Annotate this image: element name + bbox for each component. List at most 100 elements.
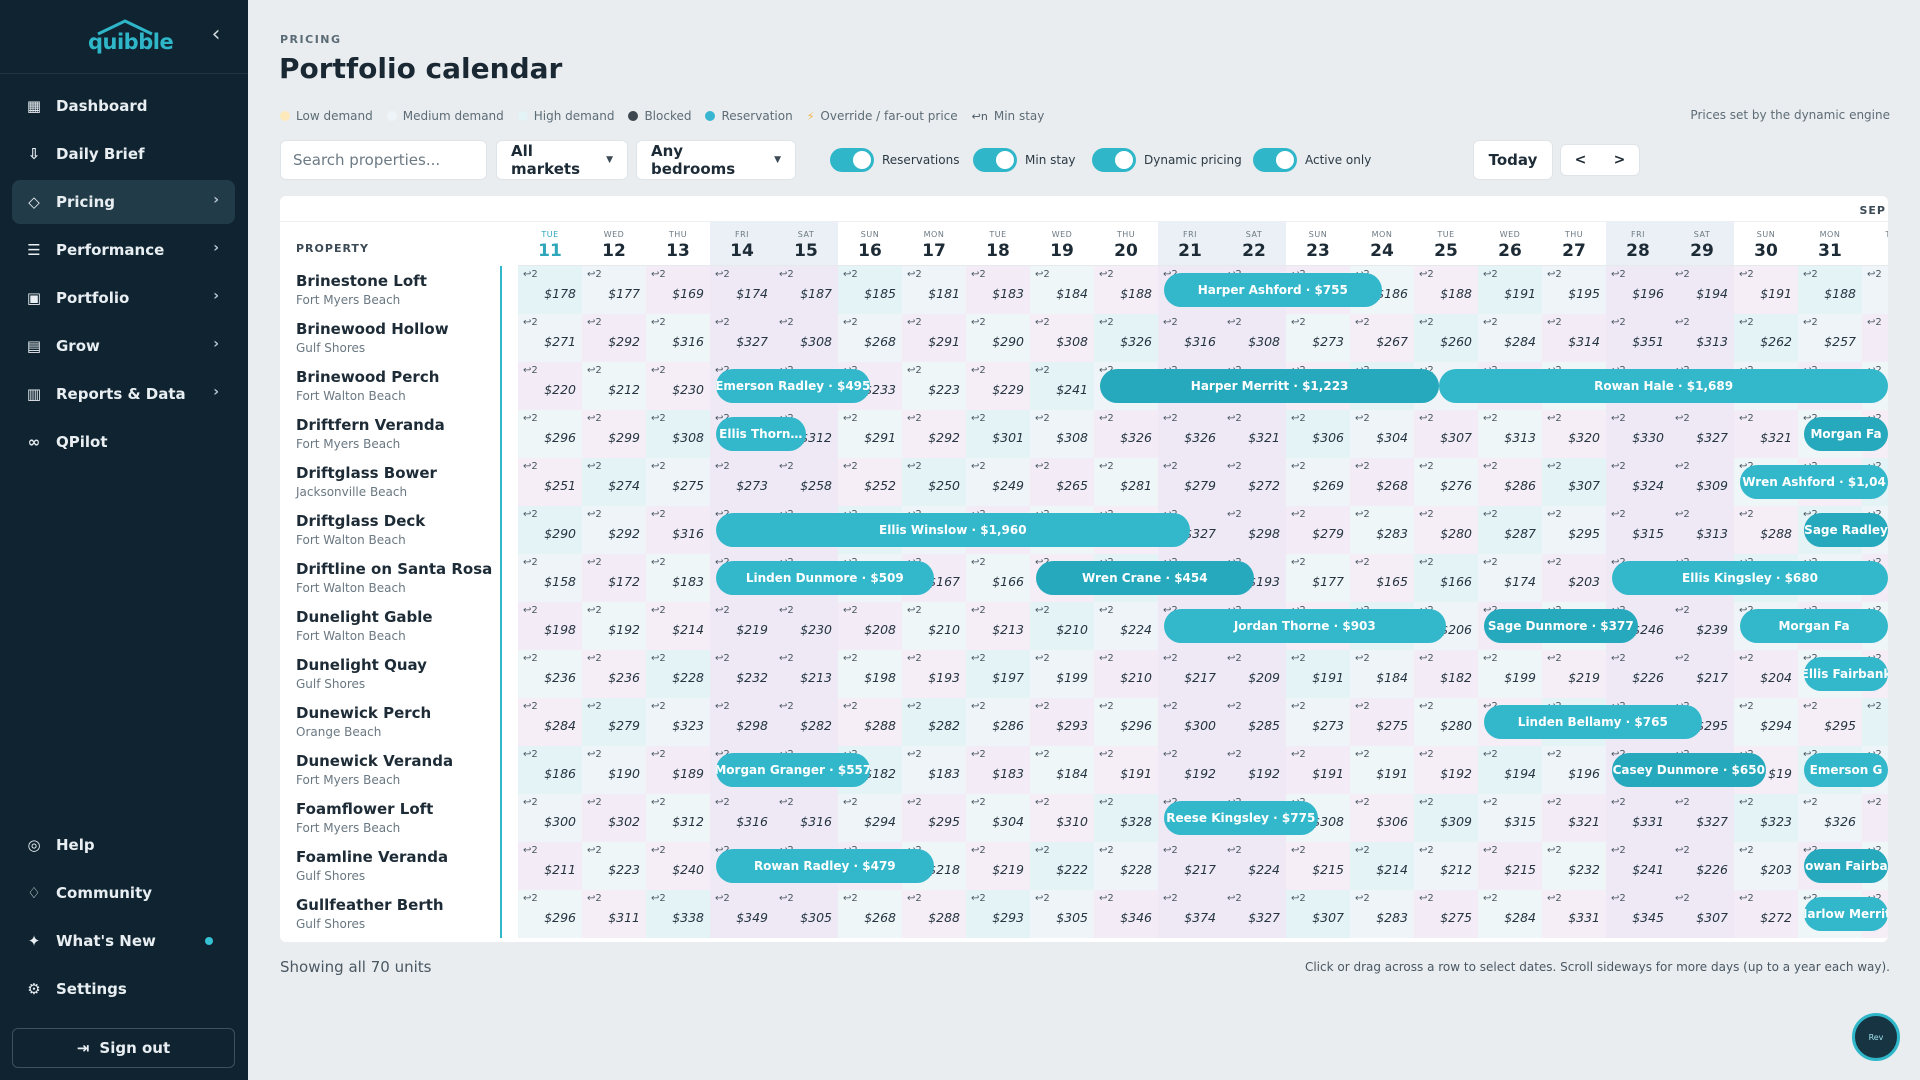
price-cell[interactable]: ↩2 $308 <box>1030 314 1094 362</box>
day-header[interactable]: TUE 25 <box>1414 222 1478 266</box>
price-cell[interactable]: ↩2 $310 <box>1030 794 1094 842</box>
price-cell[interactable]: ↩2 $208 <box>838 602 902 650</box>
price-cell[interactable]: ↩2 $345 <box>1606 890 1670 938</box>
price-cell[interactable]: ↩2 $305 <box>774 890 838 938</box>
price-cell[interactable]: ↩2 $300 <box>1158 698 1222 746</box>
price-cell[interactable]: ↩2 $174 <box>1478 554 1542 602</box>
price-cell[interactable]: ↩2 $250 <box>902 458 966 506</box>
price-cell[interactable]: ↩2 $210 <box>1094 650 1158 698</box>
price-cell[interactable]: ↩2 $321 <box>1222 410 1286 458</box>
price-cell[interactable]: ↩2 $193 <box>902 650 966 698</box>
price-cell[interactable]: ↩2 $309 <box>1414 794 1478 842</box>
price-cell[interactable]: ↩2 $217 <box>1158 842 1222 890</box>
price-cell[interactable]: ↩2 $338 <box>646 890 710 938</box>
price-cell[interactable]: ↩2 $192 <box>582 602 646 650</box>
price-cell[interactable]: ↩2 $188 <box>1798 266 1862 314</box>
price-cell[interactable]: ↩2 $326 <box>1798 794 1862 842</box>
bedrooms-dropdown[interactable]: Any bedrooms ▼ <box>636 140 796 180</box>
price-cell[interactable]: ↩2 $249 <box>966 458 1030 506</box>
price-cell[interactable]: ↩2 $272 <box>1734 890 1798 938</box>
price-cell[interactable]: ↩2 $292 <box>582 314 646 362</box>
day-header[interactable]: MON 17 <box>902 222 966 266</box>
price-cell[interactable]: ↩2 $166 <box>1414 554 1478 602</box>
price-cell[interactable]: ↩2 $295 <box>902 794 966 842</box>
price-cell[interactable]: ↩2 $214 <box>646 602 710 650</box>
price-cell[interactable]: ↩2 $326 <box>1158 410 1222 458</box>
price-cell[interactable]: ↩2 $316 <box>1158 314 1222 362</box>
price-cell[interactable]: ↩2 $226 <box>1606 650 1670 698</box>
reservation-bar[interactable]: Sage Radley <box>1804 513 1888 547</box>
price-cell[interactable]: ↩2 $280 <box>1414 506 1478 554</box>
price-cell[interactable]: ↩2 $292 <box>582 506 646 554</box>
sidebar-item-pricing[interactable]: ◇ Pricing › <box>12 180 235 224</box>
price-cell[interactable]: ↩2 $213 <box>774 650 838 698</box>
reservation-bar[interactable]: Rowan Hale · $1,689 <box>1439 369 1888 403</box>
price-cell[interactable]: ↩2 $268 <box>838 890 902 938</box>
price-cell[interactable]: ↩2 $191 <box>1478 266 1542 314</box>
toggle-active-only[interactable]: Active only <box>1253 148 1371 172</box>
reservation-bar[interactable]: Ellis Kingsley · $680 <box>1612 561 1888 595</box>
day-header[interactable]: TUE 18 <box>966 222 1030 266</box>
price-cell[interactable]: ↩2 $302 <box>582 794 646 842</box>
price-cell[interactable]: ↩2 $183 <box>646 554 710 602</box>
sidebar-item-community[interactable]: ♢ Community <box>12 871 235 915</box>
price-cell[interactable]: ↩2 $294 <box>838 794 902 842</box>
price-cell[interactable]: ↩2 $351 <box>1606 314 1670 362</box>
price-cell[interactable]: ↩2 $268 <box>838 314 902 362</box>
price-cell[interactable]: ↩2 $288 <box>1734 506 1798 554</box>
price-cell[interactable]: ↩2 $267 <box>1350 314 1414 362</box>
assistant-fab[interactable]: Rev <box>1852 1013 1900 1061</box>
reservation-bar[interactable]: Rowan Radley · $479 <box>716 849 934 883</box>
reservation-bar[interactable]: Morgan Granger · $557 <box>716 753 870 787</box>
price-cell[interactable]: ↩2 $288 <box>902 890 966 938</box>
price-cell[interactable]: ↩2 $321 <box>1734 410 1798 458</box>
price-cell[interactable]: ↩2 $240 <box>646 842 710 890</box>
price-cell[interactable]: ↩2 $290 <box>966 314 1030 362</box>
price-cell[interactable]: ↩2 $228 <box>1094 842 1158 890</box>
day-header[interactable]: SAT 22 <box>1222 222 1286 266</box>
price-cell[interactable]: ↩2 $187 <box>774 266 838 314</box>
price-cell[interactable]: ↩2 $316 <box>710 794 774 842</box>
price-cell[interactable]: ↩2 $296 <box>518 890 582 938</box>
price-cell[interactable]: ↩2 $190 <box>582 746 646 794</box>
price-cell[interactable]: ↩2 $174 <box>710 266 774 314</box>
price-cell[interactable]: ↩2 $228 <box>646 650 710 698</box>
price-cell[interactable]: ↩2 $236 <box>518 650 582 698</box>
price-cell[interactable]: ↩2 $275 <box>1414 890 1478 938</box>
day-header[interactable]: SAT 15 <box>774 222 838 266</box>
price-cell[interactable]: ↩2 $295 <box>1798 698 1862 746</box>
price-cell[interactable]: ↩2 $192 <box>1414 746 1478 794</box>
price-cell[interactable]: ↩2$33 <box>1862 794 1888 842</box>
price-cell[interactable]: ↩2 $269 <box>1286 458 1350 506</box>
reservation-bar[interactable]: Reese Kingsley · $775 <box>1164 801 1318 835</box>
price-cell[interactable]: ↩2 $311 <box>582 890 646 938</box>
reservation-bar[interactable]: Harper Merritt · $1,223 <box>1100 369 1440 403</box>
price-cell[interactable]: ↩2$18 <box>1862 266 1888 314</box>
reservation-bar[interactable]: Marlow Merritt <box>1804 897 1888 931</box>
price-cell[interactable]: ↩2 $349 <box>710 890 774 938</box>
price-cell[interactable]: ↩2 $293 <box>1030 698 1094 746</box>
price-cell[interactable]: ↩2 $316 <box>774 794 838 842</box>
price-cell[interactable]: ↩2 $292 <box>902 410 966 458</box>
price-cell[interactable]: ↩2 $183 <box>966 746 1030 794</box>
sidebar-item-grow[interactable]: ▤ Grow › <box>12 324 235 368</box>
price-cell[interactable]: ↩2 $273 <box>1286 698 1350 746</box>
day-header[interactable]: WED 19 <box>1030 222 1094 266</box>
sidebar-item-portfolio[interactable]: ▣ Portfolio › <box>12 276 235 320</box>
day-header[interactable]: MON 31 <box>1798 222 1862 266</box>
price-cell[interactable]: ↩2 $198 <box>838 650 902 698</box>
price-cell[interactable]: ↩2 $260 <box>1414 314 1478 362</box>
price-cell[interactable]: ↩2 $185 <box>838 266 902 314</box>
price-cell[interactable]: ↩2 $220 <box>518 362 582 410</box>
reservation-bar[interactable]: Emerson Radley · $495 <box>716 369 870 403</box>
toggle-switch[interactable] <box>1092 148 1136 172</box>
day-header[interactable]: TUE 1 <box>1862 222 1888 266</box>
price-cell[interactable]: ↩2 $309 <box>1670 458 1734 506</box>
price-cell[interactable]: ↩2 $282 <box>902 698 966 746</box>
toggle-dynamic-pricing[interactable]: Dynamic pricing <box>1092 148 1242 172</box>
price-cell[interactable]: ↩2 $281 <box>1094 458 1158 506</box>
price-cell[interactable]: ↩2 $197 <box>966 650 1030 698</box>
price-cell[interactable]: ↩2 $291 <box>902 314 966 362</box>
price-cell[interactable]: ↩2 $188 <box>1094 266 1158 314</box>
price-cell[interactable]: ↩2 $198 <box>518 602 582 650</box>
